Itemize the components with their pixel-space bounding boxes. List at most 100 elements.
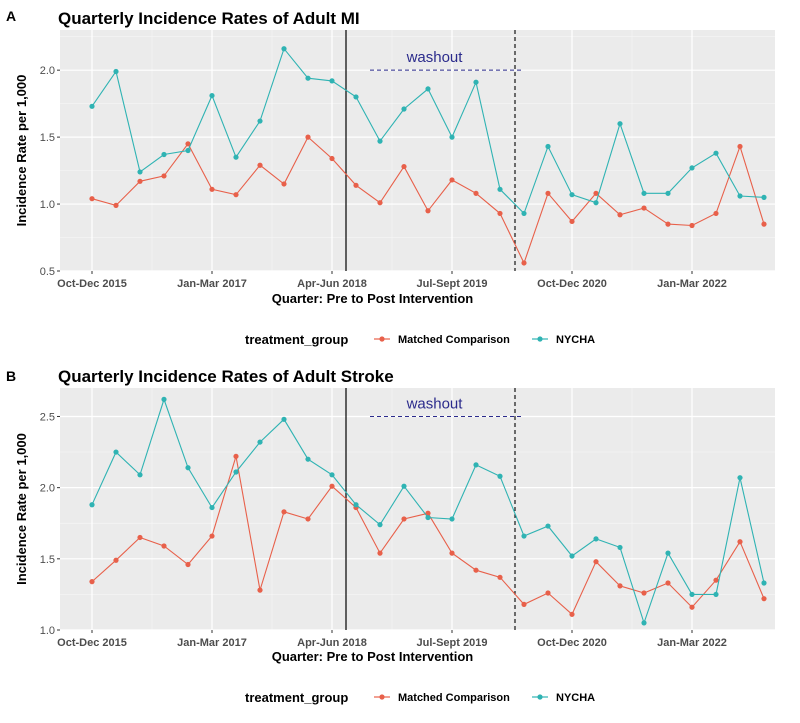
y-tick-label: 2.0 bbox=[40, 483, 55, 495]
data-point bbox=[617, 121, 623, 127]
data-point bbox=[113, 68, 119, 75]
y-axis-title: Incidence Rate per 1,000 bbox=[14, 75, 29, 227]
data-point bbox=[305, 456, 311, 462]
data-point bbox=[641, 590, 647, 596]
data-point bbox=[185, 141, 191, 147]
x-tick-label: Jan-Mar 2022 bbox=[657, 637, 727, 649]
data-point bbox=[137, 178, 143, 184]
data-point bbox=[617, 583, 623, 589]
chart-title: Quarterly Incidence Rates of Adult MI bbox=[58, 9, 360, 28]
legend-title: treatment_group bbox=[245, 690, 348, 705]
data-point bbox=[449, 550, 455, 556]
x-tick-label: Jan-Mar 2017 bbox=[177, 278, 247, 290]
data-point bbox=[89, 196, 95, 202]
data-point bbox=[257, 162, 263, 168]
y-tick-label: 1.0 bbox=[40, 625, 55, 637]
data-point bbox=[449, 177, 455, 183]
data-point bbox=[377, 138, 383, 144]
data-point bbox=[521, 210, 527, 217]
data-point bbox=[329, 472, 335, 478]
data-point bbox=[593, 190, 599, 196]
data-point bbox=[425, 86, 431, 92]
data-point bbox=[233, 154, 239, 160]
legend-label: Matched Comparison bbox=[398, 692, 510, 704]
data-point bbox=[281, 46, 287, 52]
data-point bbox=[353, 182, 359, 188]
data-point bbox=[545, 143, 551, 150]
data-point bbox=[737, 539, 743, 545]
data-point bbox=[185, 465, 191, 471]
legend: treatment_group Matched Comparison NYCHA bbox=[245, 690, 595, 705]
chart-title: Quarterly Incidence Rates of Adult Strok… bbox=[58, 367, 394, 386]
data-point bbox=[209, 186, 215, 192]
legend-key-point bbox=[537, 336, 543, 342]
data-point bbox=[473, 79, 479, 85]
data-point bbox=[113, 449, 119, 455]
data-point bbox=[161, 543, 167, 549]
x-tick-label: Jul-Sept 2019 bbox=[417, 637, 488, 649]
legend-label: NYCHA bbox=[556, 334, 595, 346]
data-point bbox=[209, 504, 215, 511]
data-point bbox=[761, 194, 767, 200]
data-point bbox=[113, 557, 119, 563]
chart-panel-b: B Quarterly Incidence Rates of Adult Stro… bbox=[6, 367, 775, 705]
data-point bbox=[449, 134, 455, 140]
data-point bbox=[593, 559, 599, 565]
data-point bbox=[185, 147, 191, 154]
chart-panel-a: A Quarterly Incidence Rates of Adult MI 0.… bbox=[6, 8, 775, 347]
data-point bbox=[497, 186, 503, 192]
x-tick-label: Jul-Sept 2019 bbox=[417, 278, 488, 290]
x-tick-label: Oct-Dec 2020 bbox=[537, 278, 607, 290]
data-point bbox=[737, 475, 743, 481]
data-point bbox=[209, 533, 215, 539]
data-point bbox=[161, 396, 167, 402]
x-axis-title: Quarter: Pre to Post Intervention bbox=[272, 291, 474, 306]
data-point bbox=[497, 473, 503, 479]
data-point bbox=[737, 143, 743, 150]
data-point bbox=[89, 103, 95, 109]
data-point bbox=[161, 151, 167, 158]
data-point bbox=[641, 190, 647, 196]
data-point bbox=[113, 202, 119, 208]
data-point bbox=[593, 200, 599, 206]
data-point bbox=[377, 200, 383, 206]
data-point bbox=[665, 580, 671, 586]
data-point bbox=[713, 210, 719, 217]
legend-label: Matched Comparison bbox=[398, 334, 510, 346]
legend-key-point bbox=[379, 694, 385, 700]
data-point bbox=[401, 516, 407, 522]
data-point bbox=[137, 534, 143, 541]
data-point bbox=[665, 190, 671, 196]
data-point bbox=[185, 561, 191, 568]
legend: treatment_group Matched Comparison NYCHA bbox=[245, 332, 595, 347]
data-point bbox=[473, 190, 479, 196]
data-point bbox=[329, 483, 335, 489]
data-point bbox=[665, 550, 671, 556]
washout-label: washout bbox=[406, 395, 464, 412]
data-point bbox=[521, 260, 527, 266]
data-point bbox=[233, 192, 239, 198]
data-point bbox=[401, 163, 407, 170]
legend-key-point bbox=[379, 336, 385, 342]
data-point bbox=[257, 587, 263, 593]
data-point bbox=[689, 165, 695, 171]
x-tick-label: Apr-Jun 2018 bbox=[297, 278, 367, 290]
data-point bbox=[161, 173, 167, 179]
data-point bbox=[665, 221, 671, 227]
data-point bbox=[569, 553, 575, 559]
y-tick-label: 2.0 bbox=[40, 65, 55, 77]
x-tick-label: Oct-Dec 2015 bbox=[57, 637, 127, 649]
data-point bbox=[425, 510, 431, 516]
data-point bbox=[377, 550, 383, 556]
data-point bbox=[233, 469, 239, 475]
washout-label: washout bbox=[406, 49, 464, 66]
legend-key-point bbox=[537, 694, 543, 700]
data-point bbox=[281, 416, 287, 422]
data-point bbox=[761, 596, 767, 602]
data-point bbox=[233, 453, 239, 459]
y-tick-label: 0.5 bbox=[40, 266, 55, 278]
legend-title: treatment_group bbox=[245, 332, 348, 347]
data-point bbox=[737, 193, 743, 199]
data-point bbox=[569, 611, 575, 617]
